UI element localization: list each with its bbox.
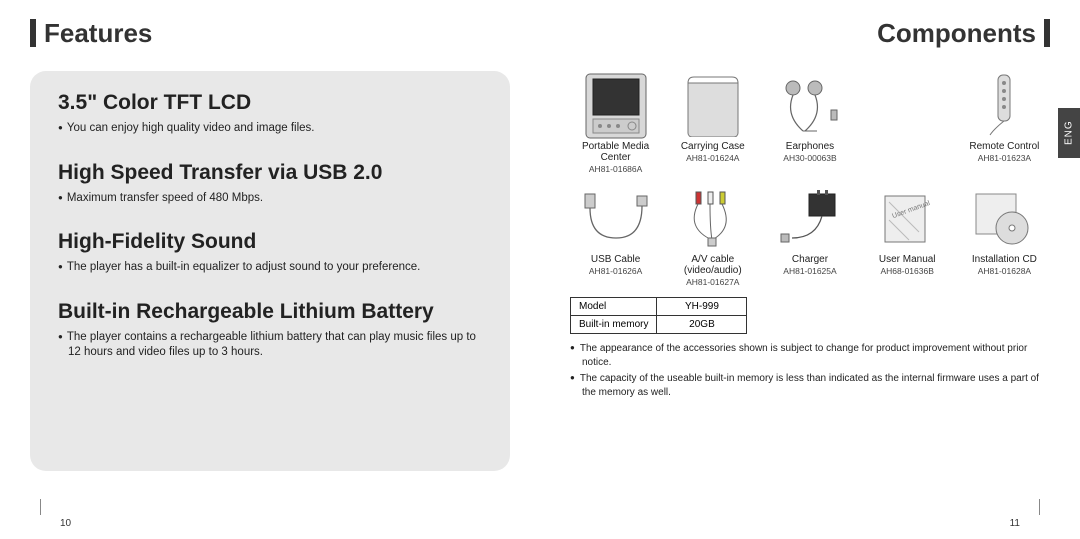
features-heading: Features: [36, 18, 160, 49]
feature-block: 3.5" Color TFT LCD You can enjoy high qu…: [58, 91, 482, 137]
component-label: Remote Control: [969, 141, 1039, 152]
spec-table: Model YH-999 Built-in memory 20GB: [570, 297, 747, 334]
component-label: Installation CD: [972, 254, 1037, 265]
page-number-right: 11: [1010, 518, 1020, 529]
component-cell: User manual User Manual AH68-01636B: [862, 184, 953, 287]
page-right: Components ENG Portable Media Center AH8…: [540, 0, 1080, 539]
feature-block: High Speed Transfer via USB 2.0 Maximum …: [58, 161, 482, 207]
page-rule-icon: [40, 499, 41, 515]
header-tick-icon: [1044, 19, 1050, 47]
component-code: AH81-01624A: [686, 153, 739, 163]
page-left: Features 3.5" Color TFT LCD You can enjo…: [0, 0, 540, 539]
component-cell: Carrying Case AH81-01624A: [667, 71, 758, 174]
components-heading: Components: [869, 18, 1044, 49]
footnote: The appearance of the accessories shown …: [570, 342, 1050, 369]
component-code: AH81-01627A: [686, 277, 739, 287]
feature-title: High-Fidelity Sound: [58, 230, 482, 254]
av-cable-icon: [674, 184, 752, 254]
feature-bullet: The player has a built-in equalizer to a…: [58, 260, 482, 276]
component-label: USB Cable: [591, 254, 640, 265]
component-label: Carrying Case: [681, 141, 745, 152]
component-label: Earphones: [786, 141, 834, 152]
table-row: Model YH-999: [571, 298, 747, 316]
earphones-icon: [771, 71, 849, 141]
component-code: AH81-01626A: [589, 266, 642, 276]
header-right: Components: [570, 15, 1050, 51]
feature-bullet: The player contains a rechargeable lithi…: [58, 330, 482, 361]
component-label: User Manual: [879, 254, 936, 265]
components-row-1: Portable Media Center AH81-01686A Carryi…: [570, 71, 1050, 174]
component-cell: Installation CD AH81-01628A: [959, 184, 1050, 287]
component-cell: Earphones AH30-00063B: [764, 71, 855, 174]
component-label: A/V cable (video/audio): [667, 254, 758, 276]
feature-block: Built-in Rechargeable Lithium Battery Th…: [58, 300, 482, 361]
spec-key: Built-in memory: [571, 316, 657, 334]
component-cell: A/V cable (video/audio) AH81-01627A: [667, 184, 758, 287]
page-number-left: 10: [60, 518, 71, 529]
remote-icon: [965, 71, 1043, 141]
component-cell: Charger AH81-01625A: [764, 184, 855, 287]
component-code: AH81-01625A: [783, 266, 836, 276]
component-code: AH81-01686A: [589, 164, 642, 174]
cd-icon: [965, 184, 1043, 254]
component-code: AH68-01636B: [880, 266, 933, 276]
component-cell: USB Cable AH81-01626A: [570, 184, 661, 287]
component-label: Charger: [792, 254, 828, 265]
feature-title: High Speed Transfer via USB 2.0: [58, 161, 482, 185]
page-rule-icon: [1039, 499, 1040, 515]
components-row-2: USB Cable AH81-01626A A/V cable (video/a…: [570, 184, 1050, 287]
usb-cable-icon: [577, 184, 655, 254]
spec-value: YH-999: [657, 298, 747, 316]
component-code: AH81-01628A: [978, 266, 1031, 276]
feature-title: Built-in Rechargeable Lithium Battery: [58, 300, 482, 324]
feature-bullet: You can enjoy high quality video and ima…: [58, 121, 482, 137]
footnote: The capacity of the useable built-in mem…: [570, 372, 1050, 399]
case-icon: [674, 71, 752, 141]
feature-title: 3.5" Color TFT LCD: [58, 91, 482, 115]
component-code: AH30-00063B: [783, 153, 836, 163]
spec-value: 20GB: [657, 316, 747, 334]
table-row: Built-in memory 20GB: [571, 316, 747, 334]
header-left: Features: [30, 15, 510, 51]
pmc-icon: [577, 71, 655, 141]
feature-bullet: Maximum transfer speed of 480 Mbps.: [58, 191, 482, 207]
charger-icon: [771, 184, 849, 254]
manual-icon: User manual: [868, 184, 946, 254]
component-code: AH81-01623A: [978, 153, 1031, 163]
spec-key: Model: [571, 298, 657, 316]
language-tab: ENG: [1058, 108, 1080, 158]
component-label: Portable Media Center: [570, 141, 661, 163]
feature-block: High-Fidelity Sound The player has a bui…: [58, 230, 482, 276]
features-panel: 3.5" Color TFT LCD You can enjoy high qu…: [30, 71, 510, 471]
component-cell: Remote Control AH81-01623A: [959, 71, 1050, 174]
manual-spread: Features 3.5" Color TFT LCD You can enjo…: [0, 0, 1080, 539]
component-cell: Portable Media Center AH81-01686A: [570, 71, 661, 174]
